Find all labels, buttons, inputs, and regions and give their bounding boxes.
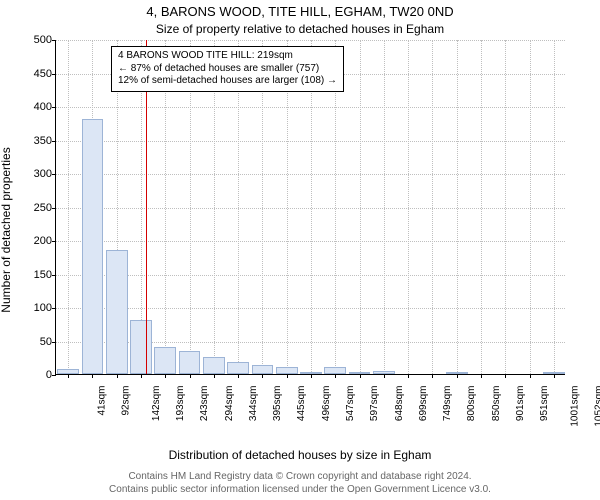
footer-attribution: Contains HM Land Registry data © Crown c… — [0, 471, 600, 496]
x-tick-label: 41sqm — [97, 386, 108, 416]
x-tick-mark — [214, 374, 215, 378]
gridline-v — [530, 40, 531, 374]
bar — [130, 320, 152, 374]
y-axis-label: Number of detached properties — [0, 147, 13, 312]
x-tick-label: 344sqm — [248, 386, 259, 422]
x-tick-mark — [262, 374, 263, 378]
y-tick-mark — [52, 308, 56, 309]
chart-subtitle: Size of property relative to detached ho… — [0, 22, 600, 36]
gridline-v — [554, 40, 555, 374]
x-tick-label: 1052sqm — [593, 386, 600, 427]
x-tick-mark — [505, 374, 506, 378]
x-tick-mark — [554, 374, 555, 378]
x-tick-label: 699sqm — [418, 386, 429, 422]
x-tick-label: 496sqm — [321, 386, 332, 422]
y-tick-mark — [52, 275, 56, 276]
x-tick-mark — [481, 374, 482, 378]
x-tick-mark — [68, 374, 69, 378]
x-tick-mark — [408, 374, 409, 378]
x-tick-label: 294sqm — [224, 386, 235, 422]
x-tick-label: 648sqm — [394, 386, 405, 422]
x-tick-label: 142sqm — [151, 386, 162, 422]
bar — [324, 367, 346, 374]
annotation-line1: 4 BARONS WOOD TITE HILL: 219sqm — [118, 50, 337, 63]
x-tick-label: 951sqm — [539, 386, 550, 422]
footer-line2: Contains public sector information licen… — [109, 484, 491, 495]
bar — [154, 347, 176, 374]
x-tick-mark — [530, 374, 531, 378]
y-tick-mark — [52, 241, 56, 242]
x-tick-mark — [432, 374, 433, 378]
bar — [276, 367, 298, 374]
footer-line1: Contains HM Land Registry data © Crown c… — [128, 471, 471, 482]
annotation-line3: 12% of semi-detached houses are larger (… — [118, 75, 337, 88]
x-tick-mark — [117, 374, 118, 378]
bar — [179, 351, 201, 374]
chart-plot-area: 05010015020025030035040045050041sqm92sqm… — [55, 40, 565, 375]
x-tick-mark — [190, 374, 191, 378]
x-tick-mark — [335, 374, 336, 378]
x-tick-label: 800sqm — [467, 386, 478, 422]
x-tick-label: 1001sqm — [569, 386, 580, 427]
x-tick-mark — [238, 374, 239, 378]
x-tick-mark — [384, 374, 385, 378]
x-tick-label: 445sqm — [297, 386, 308, 422]
x-tick-label: 193sqm — [175, 386, 186, 422]
x-tick-mark — [457, 374, 458, 378]
page-title: 4, BARONS WOOD, TITE HILL, EGHAM, TW20 0… — [0, 4, 600, 19]
x-tick-mark — [360, 374, 361, 378]
y-tick-mark — [52, 107, 56, 108]
gridline-v — [360, 40, 361, 374]
y-tick-label: 350 — [22, 135, 56, 147]
y-tick-label: 200 — [22, 235, 56, 247]
bar — [82, 119, 104, 374]
gridline-v — [68, 40, 69, 374]
bar — [106, 250, 128, 374]
gridline-v — [505, 40, 506, 374]
x-tick-label: 395sqm — [272, 386, 283, 422]
x-tick-mark — [287, 374, 288, 378]
y-tick-mark — [52, 375, 56, 376]
x-tick-label: 92sqm — [121, 386, 132, 416]
x-tick-label: 850sqm — [491, 386, 502, 422]
x-tick-mark — [141, 374, 142, 378]
y-tick-mark — [52, 141, 56, 142]
x-tick-label: 243sqm — [199, 386, 210, 422]
x-tick-label: 547sqm — [345, 386, 356, 422]
y-tick-label: 50 — [22, 336, 56, 348]
gridline-v — [408, 40, 409, 374]
annotation-line2: ← 87% of detached houses are smaller (75… — [118, 63, 337, 76]
y-tick-label: 500 — [22, 34, 56, 46]
gridline-v — [481, 40, 482, 374]
y-tick-label: 400 — [22, 101, 56, 113]
y-tick-mark — [52, 174, 56, 175]
bar — [227, 362, 249, 374]
y-tick-label: 0 — [22, 369, 56, 381]
y-tick-label: 300 — [22, 168, 56, 180]
gridline-v — [457, 40, 458, 374]
gridline-v — [432, 40, 433, 374]
x-tick-mark — [165, 374, 166, 378]
x-tick-mark — [92, 374, 93, 378]
x-axis-label: Distribution of detached houses by size … — [0, 448, 600, 462]
y-tick-label: 100 — [22, 302, 56, 314]
y-tick-label: 250 — [22, 202, 56, 214]
y-tick-label: 150 — [22, 269, 56, 281]
x-tick-label: 901sqm — [515, 386, 526, 422]
gridline-v — [384, 40, 385, 374]
y-tick-mark — [52, 40, 56, 41]
bar — [203, 357, 225, 374]
annotation-box: 4 BARONS WOOD TITE HILL: 219sqm← 87% of … — [111, 46, 344, 92]
x-tick-label: 749sqm — [442, 386, 453, 422]
x-tick-label: 597sqm — [369, 386, 380, 422]
y-tick-mark — [52, 342, 56, 343]
y-tick-label: 450 — [22, 68, 56, 80]
x-tick-mark — [311, 374, 312, 378]
bar — [252, 365, 274, 374]
y-tick-mark — [52, 74, 56, 75]
y-tick-mark — [52, 208, 56, 209]
